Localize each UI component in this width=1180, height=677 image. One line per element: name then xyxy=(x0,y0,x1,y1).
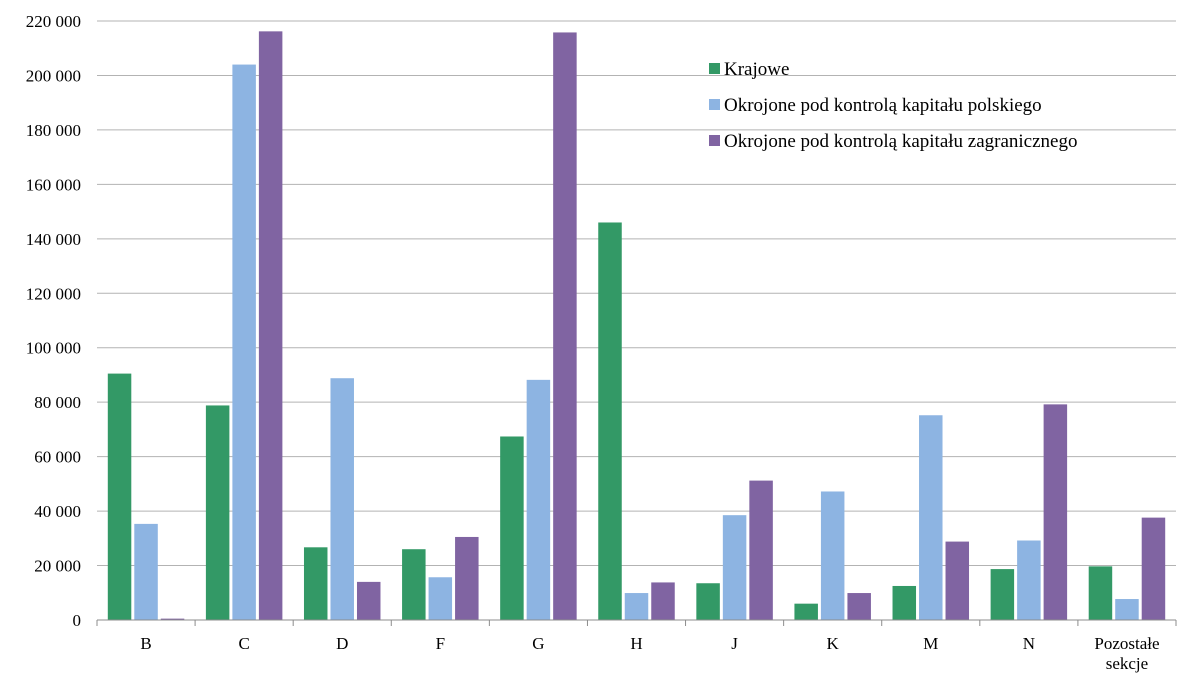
bar xyxy=(598,222,622,620)
axes: 0 20 000 40 000 60 000 80 000 100 000 120 000 1… xyxy=(26,12,1177,673)
bar xyxy=(134,523,158,620)
bar xyxy=(892,585,917,620)
bar xyxy=(428,577,453,620)
y-tick-label: 100 000 xyxy=(26,339,81,358)
y-tick-label: 40 000 xyxy=(34,502,81,521)
x-tick-label: H xyxy=(630,634,642,653)
bar xyxy=(500,436,524,620)
bars xyxy=(107,31,1166,621)
x-tick-label: J xyxy=(731,634,738,653)
legend-swatch xyxy=(709,99,720,110)
y-tick-label: 20 000 xyxy=(34,557,81,576)
bar xyxy=(1017,540,1041,620)
bar xyxy=(749,480,773,620)
y-tick-label: 140 000 xyxy=(26,230,81,249)
y-tick-label: 0 xyxy=(73,611,82,630)
bar xyxy=(1088,566,1113,620)
bar xyxy=(847,593,871,620)
x-tick-label: N xyxy=(1023,634,1035,653)
x-tick-label: D xyxy=(336,634,348,653)
x-tick-label: B xyxy=(140,634,151,653)
bar xyxy=(1115,599,1139,620)
y-tick-label: 200 000 xyxy=(26,66,81,85)
y-tick-label: 60 000 xyxy=(34,448,81,467)
bar xyxy=(160,618,185,620)
y-tick-label: 160 000 xyxy=(26,175,81,194)
bar xyxy=(722,515,747,620)
y-tick-label: 180 000 xyxy=(26,121,81,140)
bar xyxy=(455,536,479,620)
bar xyxy=(107,373,132,620)
legend-label: Okrojone pod kontrolą kapitału polskiego xyxy=(724,95,1042,116)
bar xyxy=(624,593,649,620)
x-tick-label: K xyxy=(827,634,840,653)
bar xyxy=(303,547,328,620)
y-tick-label: 220 000 xyxy=(26,12,81,31)
x-tick-label: Pozostałe sekcje xyxy=(1094,634,1159,673)
bar xyxy=(820,491,845,620)
bar xyxy=(651,582,675,620)
x-tick-label: G xyxy=(532,634,544,653)
x-tick-label: F xyxy=(436,634,445,653)
bar xyxy=(1141,517,1166,620)
bar xyxy=(330,378,354,620)
bar xyxy=(945,541,970,620)
x-tick-label: C xyxy=(238,634,249,653)
legend: Krajowe Okrojone pod kontrolą kapitału po… xyxy=(709,59,1078,152)
bar xyxy=(205,405,230,620)
bar xyxy=(526,379,551,620)
legend-swatch xyxy=(709,135,720,146)
bar xyxy=(990,569,1015,620)
bar xyxy=(919,415,943,620)
bar xyxy=(696,583,720,620)
bar xyxy=(356,581,381,620)
bar xyxy=(232,64,256,620)
y-tick-label: 120 000 xyxy=(26,284,81,303)
bar xyxy=(258,31,283,620)
legend-label: Okrojone pod kontrolą kapitału zagranicz… xyxy=(724,131,1078,152)
y-tick-label: 80 000 xyxy=(34,393,81,412)
bar xyxy=(1043,404,1068,620)
x-tick-label: M xyxy=(923,634,938,653)
legend-swatch xyxy=(709,63,720,74)
bar xyxy=(553,32,577,621)
legend-label: Krajowe xyxy=(724,59,789,80)
bar xyxy=(794,603,818,620)
bar xyxy=(402,549,426,620)
